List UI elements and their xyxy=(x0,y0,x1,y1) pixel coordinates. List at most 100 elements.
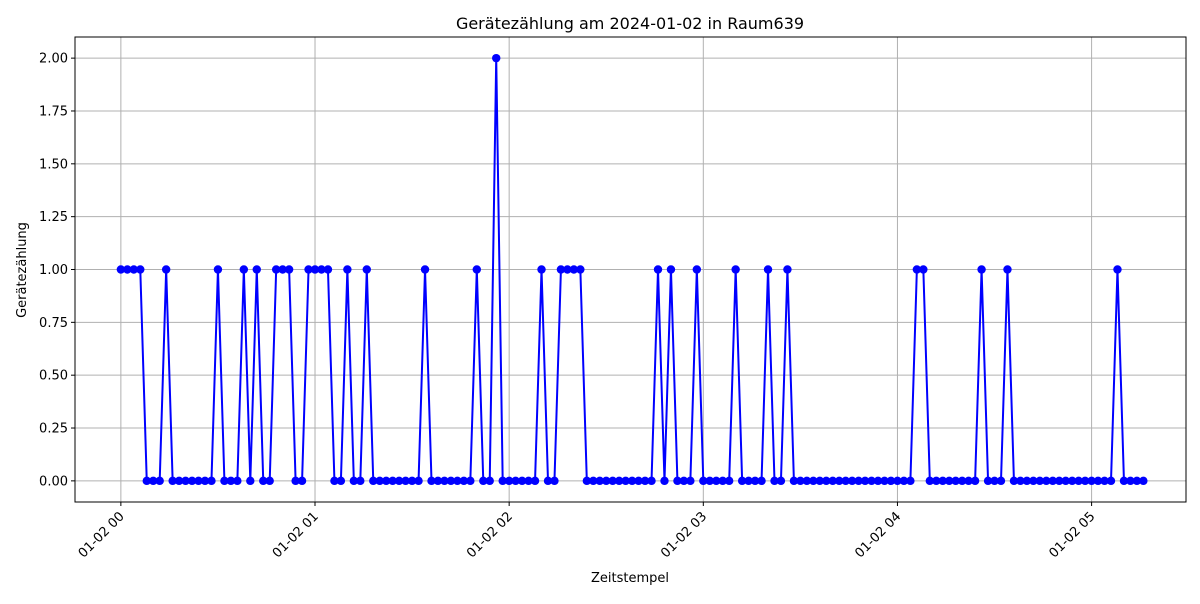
data-point xyxy=(537,265,546,274)
data-point xyxy=(608,476,617,486)
y-tick-label: 2.00 xyxy=(39,52,68,67)
y-tick-label: 1.50 xyxy=(39,157,68,172)
data-point xyxy=(614,476,624,486)
data-point xyxy=(563,265,572,274)
data-point xyxy=(1132,476,1142,486)
data-point xyxy=(1067,476,1077,486)
data-point xyxy=(666,265,676,274)
data-point xyxy=(1080,476,1090,486)
data-point xyxy=(543,476,553,486)
y-tick-label: 1.25 xyxy=(39,210,68,225)
data-point xyxy=(123,265,132,274)
data-point xyxy=(194,476,203,486)
data-point xyxy=(686,476,695,486)
data-point xyxy=(835,476,844,486)
data-point xyxy=(200,476,210,486)
x-axis-label: Zeitstempel xyxy=(591,571,669,586)
data-point xyxy=(556,265,566,274)
data-point xyxy=(485,476,494,486)
data-point xyxy=(369,476,378,486)
data-point xyxy=(828,476,837,486)
data-point xyxy=(336,476,346,486)
data-point xyxy=(977,265,986,274)
data-point xyxy=(763,265,773,274)
data-point xyxy=(220,476,229,486)
data-point xyxy=(317,265,326,274)
data-point xyxy=(349,476,359,486)
data-point xyxy=(712,476,721,486)
data-point xyxy=(1093,476,1103,486)
data-point xyxy=(647,476,656,486)
data-point xyxy=(621,476,630,486)
data-point xyxy=(181,476,190,486)
data-point xyxy=(498,476,507,486)
data-point xyxy=(789,476,799,486)
data-point xyxy=(640,476,650,486)
data-point xyxy=(530,476,540,486)
y-tick-label: 0.00 xyxy=(39,474,68,489)
data-point xyxy=(472,265,481,274)
data-point xyxy=(822,476,831,486)
data-point xyxy=(757,476,766,486)
data-point xyxy=(427,476,436,486)
data-point xyxy=(1139,476,1148,486)
data-point xyxy=(964,476,973,486)
data-point xyxy=(271,265,281,274)
data-point xyxy=(168,476,177,486)
data-point xyxy=(724,476,734,486)
data-point xyxy=(932,476,941,486)
data-point xyxy=(692,265,702,274)
data-point xyxy=(1003,265,1012,274)
data-point xyxy=(433,476,443,486)
data-point xyxy=(906,476,915,486)
data-point xyxy=(142,476,151,486)
data-point xyxy=(776,476,786,486)
data-point xyxy=(550,476,559,486)
data-point xyxy=(912,265,922,274)
data-point xyxy=(582,476,592,486)
data-point xyxy=(951,476,960,486)
data-point xyxy=(492,53,501,63)
data-point xyxy=(394,476,404,486)
data-point xyxy=(919,265,928,274)
data-point xyxy=(731,265,740,274)
data-point xyxy=(886,476,896,486)
data-point xyxy=(226,476,236,486)
y-tick-label: 1.75 xyxy=(39,104,68,119)
data-point xyxy=(899,476,909,486)
data-point xyxy=(873,476,883,486)
data-point xyxy=(304,265,313,274)
data-point xyxy=(466,476,475,486)
data-point xyxy=(1087,476,1096,486)
data-point xyxy=(517,476,527,486)
data-point xyxy=(252,265,261,274)
data-point xyxy=(116,265,126,274)
data-point xyxy=(1016,476,1025,486)
y-tick-label: 0.75 xyxy=(39,316,68,331)
data-point xyxy=(382,476,391,486)
y-axis-label: Gerätezählung xyxy=(15,222,30,318)
data-point xyxy=(744,476,753,486)
data-point xyxy=(796,476,805,486)
data-point xyxy=(802,476,812,486)
data-point xyxy=(323,265,333,274)
data-point xyxy=(291,476,300,486)
data-point xyxy=(718,476,727,486)
data-point xyxy=(310,265,320,274)
data-point xyxy=(1106,476,1116,486)
data-point xyxy=(401,476,410,486)
data-point xyxy=(770,476,779,486)
data-point xyxy=(1061,476,1070,486)
data-point xyxy=(479,476,488,486)
data-point xyxy=(841,476,850,486)
data-point xyxy=(627,476,637,486)
data-point xyxy=(356,476,365,486)
data-point xyxy=(504,476,514,486)
data-point xyxy=(388,476,397,486)
data-point xyxy=(375,476,384,486)
data-point xyxy=(957,476,967,486)
data-point xyxy=(129,265,139,274)
